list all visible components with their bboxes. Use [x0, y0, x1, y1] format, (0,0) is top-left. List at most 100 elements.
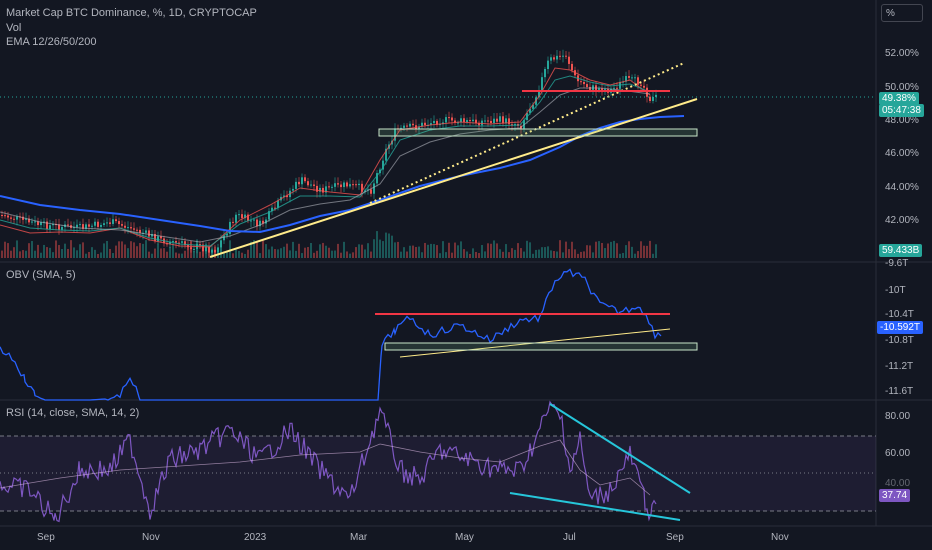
time-label: Sep	[666, 532, 684, 543]
volume-bar	[544, 247, 546, 258]
candle-body	[307, 181, 309, 186]
ema-legend[interactable]: EMA 12/26/50/200	[6, 36, 97, 48]
candle-body	[115, 219, 117, 222]
candle-body	[373, 183, 375, 194]
candle-body	[565, 55, 567, 57]
candle-body	[235, 214, 237, 223]
candle-body	[403, 125, 405, 128]
volume-bar	[616, 243, 618, 258]
candle-body	[412, 123, 414, 126]
volume-bar	[568, 249, 570, 258]
candle-body	[259, 220, 261, 227]
volume-bar	[478, 253, 480, 258]
candle-body	[67, 224, 69, 226]
volume-bar	[505, 244, 507, 258]
candle-body	[13, 218, 15, 220]
candle-body	[448, 117, 450, 119]
main-ascending-trendline[interactable]	[209, 98, 698, 258]
candle-body	[406, 125, 408, 127]
rsi-value-badge: 37.74	[879, 489, 911, 502]
volume-bar	[445, 252, 447, 258]
candle-body	[532, 104, 534, 109]
scale-mode-button[interactable]: %	[881, 4, 923, 22]
candle-body	[112, 219, 114, 224]
volume-bar	[565, 241, 567, 258]
volume-bar	[91, 247, 93, 258]
rsi-legend[interactable]: RSI (14, close, SMA, 14, 2)	[6, 407, 140, 419]
candle-body	[460, 118, 462, 123]
candle-body	[223, 235, 225, 241]
candle-body	[10, 217, 12, 219]
volume-bar	[109, 248, 111, 258]
obv-legend[interactable]: OBV (SMA, 5)	[6, 269, 76, 281]
volume-bar	[655, 244, 657, 258]
volume-bar	[64, 243, 66, 258]
main-support-zone[interactable]	[378, 128, 698, 137]
ema-200-line	[0, 115, 685, 234]
obv-support-zone[interactable]	[384, 342, 698, 351]
candle-body	[124, 225, 126, 228]
candle-body	[424, 122, 426, 126]
volume-legend[interactable]: Vol	[6, 22, 22, 34]
candle-body	[178, 242, 180, 244]
symbol-title[interactable]: Market Cap BTC Dominance, %, 1D, CRYPTOC…	[6, 7, 257, 19]
main-dotted-trendline[interactable]	[369, 62, 685, 204]
candle-body	[457, 122, 459, 124]
volume-bar	[637, 251, 639, 258]
candle-body	[28, 218, 30, 223]
volume-bar	[13, 247, 15, 258]
volume-bar	[124, 244, 126, 258]
volume-bar	[271, 246, 273, 258]
volume-bar	[448, 242, 450, 258]
volume-bar	[304, 247, 306, 258]
volume-bar	[142, 243, 144, 258]
candle-body	[529, 108, 531, 113]
volume-bar	[76, 250, 78, 258]
volume-bar	[517, 243, 519, 258]
volume-bar	[490, 243, 492, 258]
volume-bars	[1, 231, 657, 258]
volume-bar	[250, 241, 252, 258]
volume-bar	[289, 250, 291, 258]
candle-body	[337, 183, 339, 185]
rsi-descending-trendline[interactable]	[549, 403, 691, 494]
candle-body	[205, 246, 207, 252]
rsi-tick: 80.00	[885, 411, 911, 422]
volume-bar	[31, 241, 33, 258]
time-label: 2023	[244, 532, 267, 543]
volume-bar	[547, 246, 549, 258]
volume-bar	[193, 251, 195, 258]
volume-bar	[409, 245, 411, 258]
volume-bar	[370, 251, 372, 258]
volume-bar	[46, 247, 48, 258]
volume-bar	[598, 241, 600, 258]
candle-body	[88, 224, 90, 227]
volume-bar	[1, 250, 3, 258]
last-price-badge: 49.38%	[879, 92, 919, 105]
volume-bar	[313, 252, 315, 258]
volume-bar	[442, 241, 444, 258]
volume-bar	[112, 253, 114, 258]
volume-bar	[73, 247, 75, 258]
candle-body	[130, 227, 132, 229]
candle-body	[154, 234, 156, 242]
candle-body	[106, 222, 108, 224]
candle-body	[76, 224, 78, 228]
candle-body	[568, 56, 570, 64]
candle-body	[355, 184, 357, 186]
volume-bar	[238, 250, 240, 258]
volume-bar	[148, 251, 150, 258]
volume-bar	[352, 252, 354, 258]
candle-body	[49, 225, 51, 230]
volume-bar	[457, 245, 459, 258]
candle-body	[31, 221, 33, 223]
volume-bar	[583, 251, 585, 258]
candle-body	[145, 230, 147, 233]
candle-body	[643, 85, 645, 88]
candle-body	[256, 219, 258, 227]
volume-bar	[466, 251, 468, 258]
volume-bar	[649, 240, 651, 258]
price-tick: 44.00%	[885, 182, 919, 193]
rsi-lower-trendline[interactable]	[509, 492, 681, 521]
